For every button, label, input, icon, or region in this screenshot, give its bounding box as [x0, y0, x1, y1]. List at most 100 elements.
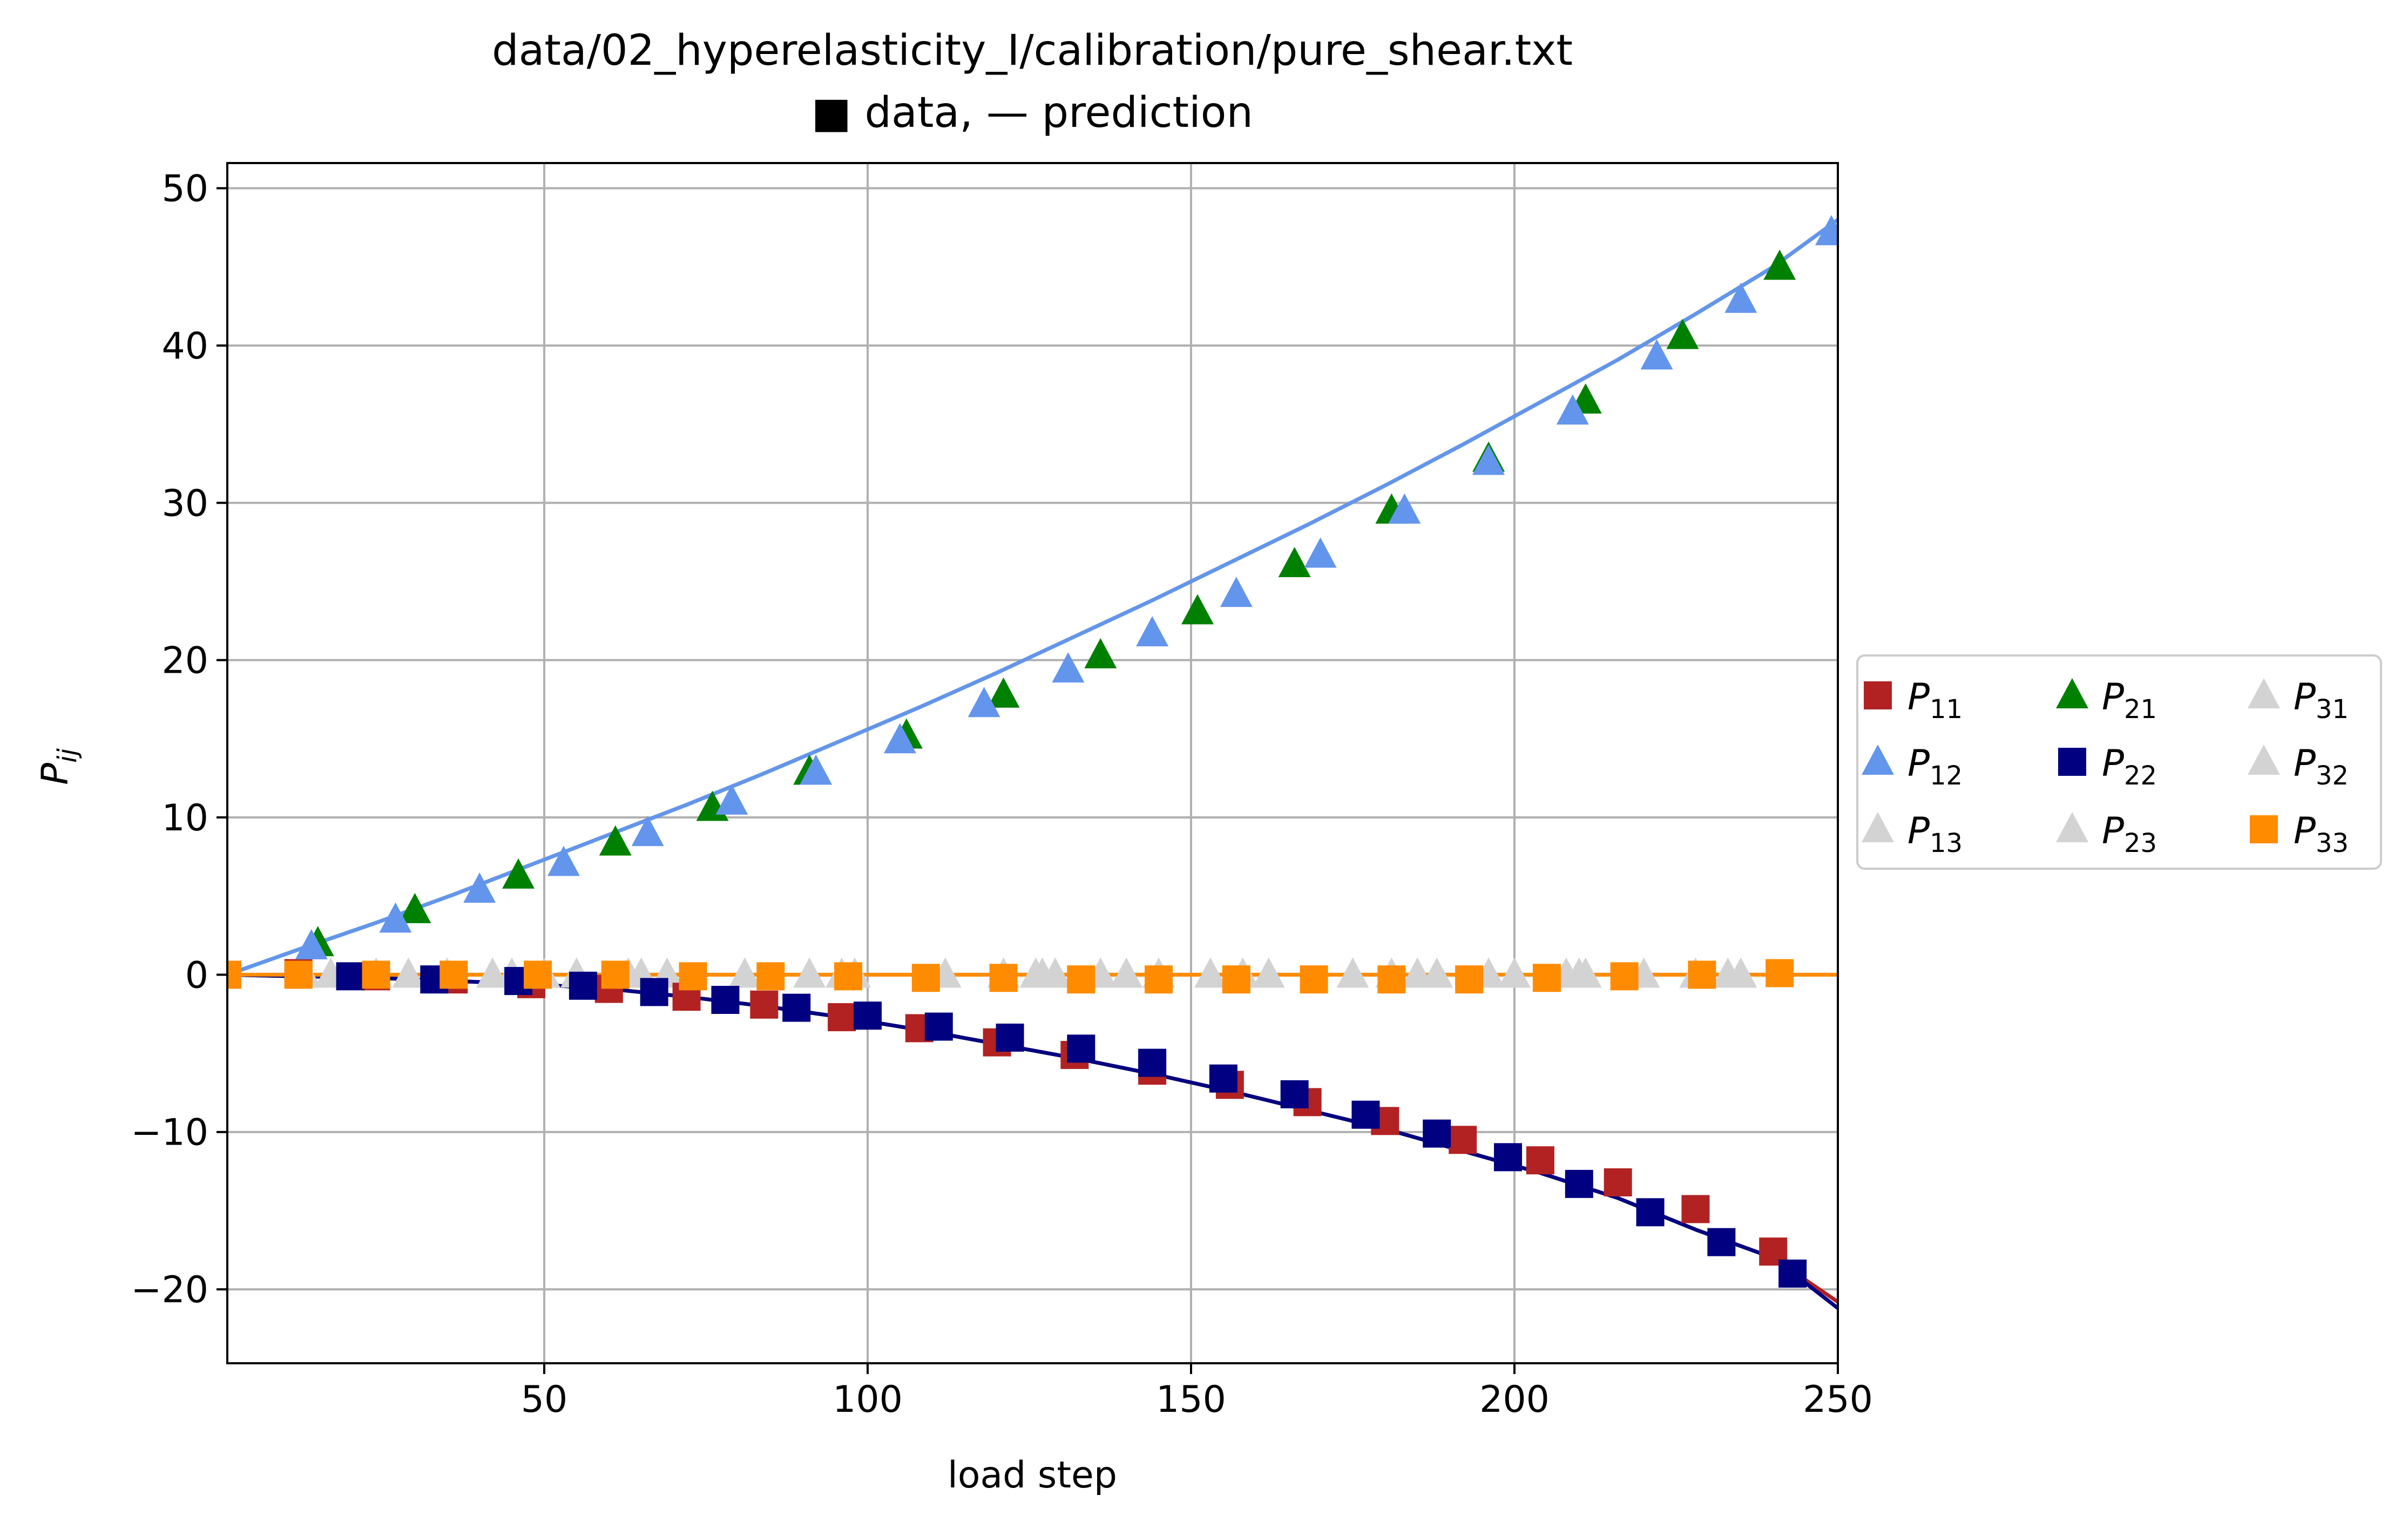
data-point-p33	[1222, 965, 1250, 994]
data-point-p33	[1377, 965, 1406, 994]
data-point-p22	[1565, 1169, 1593, 1198]
data-point-p12	[1220, 577, 1253, 607]
legend-label-main: P	[2294, 676, 2316, 719]
prediction-line-p11	[227, 972, 1838, 1304]
data-point-p22	[924, 1012, 953, 1041]
plot-frame	[226, 162, 1839, 1364]
x-tick-label: 250	[1803, 1378, 1873, 1421]
legend-label-main: P	[1908, 810, 1930, 853]
data-point-p22	[996, 1023, 1024, 1052]
data-point-p33	[834, 962, 863, 991]
data-point-p21	[599, 825, 632, 856]
data-point-p33	[1766, 959, 1794, 987]
legend-label-main: P	[2102, 810, 2124, 853]
data-point-p33	[362, 960, 390, 989]
legend-marker-p21	[2056, 678, 2088, 708]
data-point-p33	[284, 960, 313, 989]
data-point-p21	[1181, 594, 1214, 625]
data-point-p23	[392, 957, 425, 988]
grid	[227, 163, 1839, 1363]
data-markers	[227, 215, 1838, 1288]
chart-title: data/02_hyperelasticity_I/calibration/pu…	[492, 26, 1573, 75]
legend-label-sub: 11	[1930, 694, 1963, 725]
data-point-p12	[547, 845, 580, 876]
data-point-p11	[1449, 1126, 1477, 1154]
chart-subtitle: ■ data, — prediction	[811, 89, 1253, 137]
data-point-p32	[1336, 957, 1369, 988]
y-axis-ticks: 50 40 30 20 10 0 −10 −20	[131, 168, 227, 1311]
data-point-p11	[1526, 1146, 1554, 1175]
data-point-p22	[1423, 1119, 1451, 1148]
y-tick-label: 50	[161, 168, 208, 211]
x-axis-ticks: 50 100 150 200 250	[521, 1363, 1873, 1421]
data-point-p12	[1052, 652, 1085, 683]
data-point-p12	[883, 723, 916, 754]
x-tick-label: 50	[521, 1378, 568, 1421]
legend-marker-p22	[2058, 748, 2086, 776]
x-tick-label: 150	[1156, 1378, 1226, 1421]
x-tick-label: 100	[833, 1378, 903, 1421]
y-axis-label-sub: ij	[52, 748, 83, 762]
data-point-p33	[989, 964, 1018, 992]
legend-marker-p12	[1862, 745, 1894, 775]
data-point-p11	[828, 1003, 856, 1032]
x-axis-label: load step	[948, 1454, 1117, 1497]
legend-marker-p32	[2248, 745, 2280, 775]
data-point-p11	[1604, 1168, 1632, 1196]
data-point-p22	[854, 1002, 882, 1030]
data-point-p33	[227, 960, 241, 989]
data-point-p12	[1815, 215, 1838, 246]
data-point-p22	[1351, 1100, 1380, 1129]
data-point-p23	[1712, 957, 1744, 988]
data-point-p12	[463, 872, 496, 903]
data-point-p22	[711, 985, 740, 1014]
data-point-p22	[640, 978, 668, 1006]
data-point-p33	[1688, 960, 1716, 989]
prediction-line-p22	[227, 972, 1838, 1310]
data-point-p13	[1252, 957, 1285, 988]
prediction-lines	[227, 218, 1838, 1310]
legend-label-p22: P22	[2102, 742, 2157, 791]
data-point-p33	[524, 960, 552, 989]
data-point-p33	[1455, 965, 1484, 994]
data-point-p22	[1209, 1064, 1237, 1093]
data-point-p22	[1494, 1143, 1523, 1172]
data-point-p22	[1778, 1259, 1807, 1288]
data-point-p12	[1136, 616, 1169, 647]
y-axis-label: Pij	[34, 748, 83, 784]
data-point-p33	[439, 960, 468, 989]
data-point-p33	[1145, 965, 1173, 994]
legend-marker-p13	[1862, 812, 1894, 842]
y-tick-label: 20	[161, 640, 208, 682]
data-point-p22	[569, 971, 597, 1000]
legend-label-p32: P32	[2294, 742, 2349, 791]
data-point-p33	[911, 964, 940, 992]
legend-label-p12: P12	[1908, 742, 1963, 791]
data-point-p12	[968, 687, 1000, 718]
y-tick-label: 30	[161, 482, 208, 525]
legend-marker-p31	[2248, 678, 2280, 708]
y-tick-label: −10	[131, 1112, 208, 1154]
legend-label-sub: 23	[2124, 828, 2157, 858]
data-point-p33	[1300, 965, 1328, 994]
data-point-p12	[1724, 282, 1757, 313]
legend-marker-p11	[1864, 681, 1892, 709]
data-point-p22	[1138, 1048, 1167, 1077]
y-tick-label: 0	[185, 954, 208, 997]
data-point-p21	[398, 892, 431, 923]
legend-label-main: P	[2294, 742, 2316, 785]
data-point-p22	[1636, 1198, 1665, 1227]
legend-label-p21: P21	[2102, 676, 2157, 725]
legend-label-main: P	[2294, 810, 2316, 853]
legend-label-sub: 13	[1930, 828, 1963, 858]
data-point-p21	[1763, 249, 1796, 280]
prediction-line-p12	[227, 218, 1838, 977]
legend-label-p33: P33	[2294, 810, 2349, 858]
x-tick-label: 200	[1479, 1378, 1550, 1421]
y-tick-label: 10	[161, 797, 208, 840]
data-point-p23	[1401, 957, 1434, 988]
legend-label-p23: P23	[2102, 810, 2157, 858]
data-point-p12	[1640, 339, 1673, 370]
legend-label-sub: 31	[2316, 694, 2349, 725]
